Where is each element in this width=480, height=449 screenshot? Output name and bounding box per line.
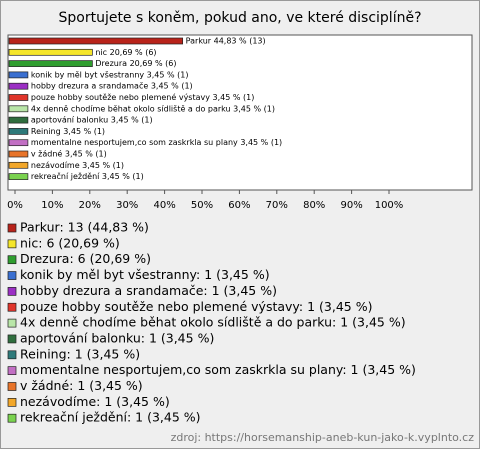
x-tick-label: 10% <box>41 200 63 211</box>
legend-swatch <box>7 302 17 312</box>
data-label: rekreační ježdění 3,45 % (1) <box>31 171 144 181</box>
legend-swatch <box>7 255 17 265</box>
bar <box>8 128 29 135</box>
bar <box>8 94 29 101</box>
data-label: v žádné 3,45 % (1) <box>31 149 107 159</box>
bar <box>8 105 29 113</box>
x-tick-label: 90% <box>340 200 362 211</box>
legend-label: Parkur: 13 (44,83 %) <box>20 220 149 235</box>
x-tick-label: 0% <box>7 200 23 211</box>
legend-swatch <box>7 287 17 296</box>
legend-swatch <box>7 239 17 249</box>
legend-label: rekreační ježdění: 1 (3,45 %) <box>20 410 201 425</box>
legend-label: nezávodíme: 1 (3,45 %) <box>20 394 170 409</box>
legend-label: pouze hobby soutěže nebo plemené výstavy… <box>20 299 372 314</box>
x-tick-label: 70% <box>266 200 288 211</box>
legend-label: aportování balonku: 1 (3,45 %) <box>20 330 214 345</box>
legend-swatch <box>7 413 17 423</box>
x-tick-label: 30% <box>116 200 138 211</box>
bar <box>8 161 29 169</box>
x-tick-label: 20% <box>79 200 101 211</box>
x-tick-label: 60% <box>228 200 250 211</box>
data-label: nic 20,69 % (6) <box>95 48 156 57</box>
x-tick-label: 80% <box>303 200 325 211</box>
x-tick-label: 100% <box>375 200 404 211</box>
legend-label: 4x denně chodíme běhat okolo sídliště a … <box>20 315 406 330</box>
bar <box>8 37 184 45</box>
legend-swatch <box>7 334 17 344</box>
bar <box>8 48 93 56</box>
bar <box>8 60 93 67</box>
legend-swatch <box>7 271 17 280</box>
legend-label: hobby drezura a srandamače: 1 (3,45 %) <box>20 283 277 298</box>
legend-label: v žádné: 1 (3,45 %) <box>20 378 143 393</box>
x-tick-label: 40% <box>153 200 175 211</box>
data-label: hobby drezura a srandamače 3,45 % (1) <box>31 81 193 91</box>
legend-swatch <box>7 223 17 233</box>
legend-label: nic: 6 (20,69 %) <box>20 235 120 250</box>
legend-label: konik by měl byt všestranny: 1 (3,45 %) <box>20 267 270 282</box>
chart-title: Sportujete s koněm, pokud ano, ve které … <box>58 10 421 26</box>
data-label: aportování balonku 3,45 % (1) <box>31 116 153 125</box>
bar <box>8 139 29 147</box>
data-label: Reining 3,45 % (1) <box>31 127 105 136</box>
data-label: 4x denně chodíme běhat okolo sídliště a … <box>31 103 275 113</box>
bar <box>8 82 29 90</box>
legend-label: Drezura: 6 (20,69 %) <box>20 251 151 266</box>
legend-swatch <box>7 382 17 391</box>
source: zdroj: https://horsemanship-aneb-kun-jak… <box>171 431 475 444</box>
legend-label: Reining: 1 (3,45 %) <box>20 346 140 361</box>
bar <box>8 116 29 124</box>
bar <box>8 173 29 180</box>
data-label: Drezura 20,69 % (6) <box>95 59 176 68</box>
legend-swatch <box>7 350 17 360</box>
data-label: konik by měl byt všestranny 3,45 % (1) <box>31 69 189 79</box>
legend-swatch <box>7 398 17 407</box>
legend-swatch <box>7 318 17 328</box>
data-label: pouze hobby soutěže nebo plemené výstavy… <box>31 92 254 102</box>
legend-label: momentalne nesportujem,co som zaskrkla s… <box>20 362 416 377</box>
data-label: nezávodíme 3,45 % (1) <box>31 161 124 170</box>
bar <box>8 150 29 158</box>
legend-swatch <box>7 366 17 375</box>
x-tick-label: 50% <box>191 200 213 211</box>
bar <box>8 71 29 79</box>
data-label: momentalne nesportujem,co som zaskrkla s… <box>31 138 282 147</box>
data-label: Parkur 44,83 % (13) <box>186 37 266 46</box>
